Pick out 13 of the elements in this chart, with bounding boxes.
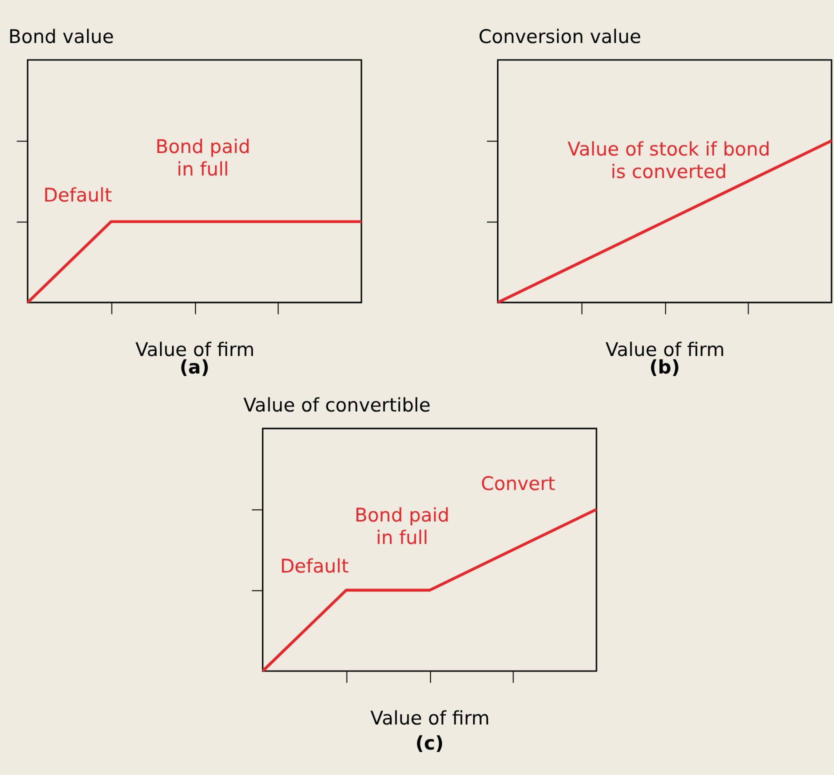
text: Convert — [480, 474, 556, 495]
chart-title: Conversion value — [478, 26, 642, 48]
x-axis-title: Value of firm — [370, 708, 490, 730]
chart-title: Value of convertible — [243, 396, 431, 417]
annotation: Default — [280, 556, 349, 578]
text: (b) — [649, 358, 680, 379]
text: (c) — [415, 733, 444, 754]
chart-title: Bond value — [8, 26, 114, 48]
annotation: Value of stock if bond is converted — [567, 139, 770, 183]
annotation: Bond paid in full — [354, 505, 450, 550]
text: Default — [43, 185, 112, 206]
text: (a) — [180, 358, 210, 379]
text: Bond paid in full — [155, 136, 250, 180]
